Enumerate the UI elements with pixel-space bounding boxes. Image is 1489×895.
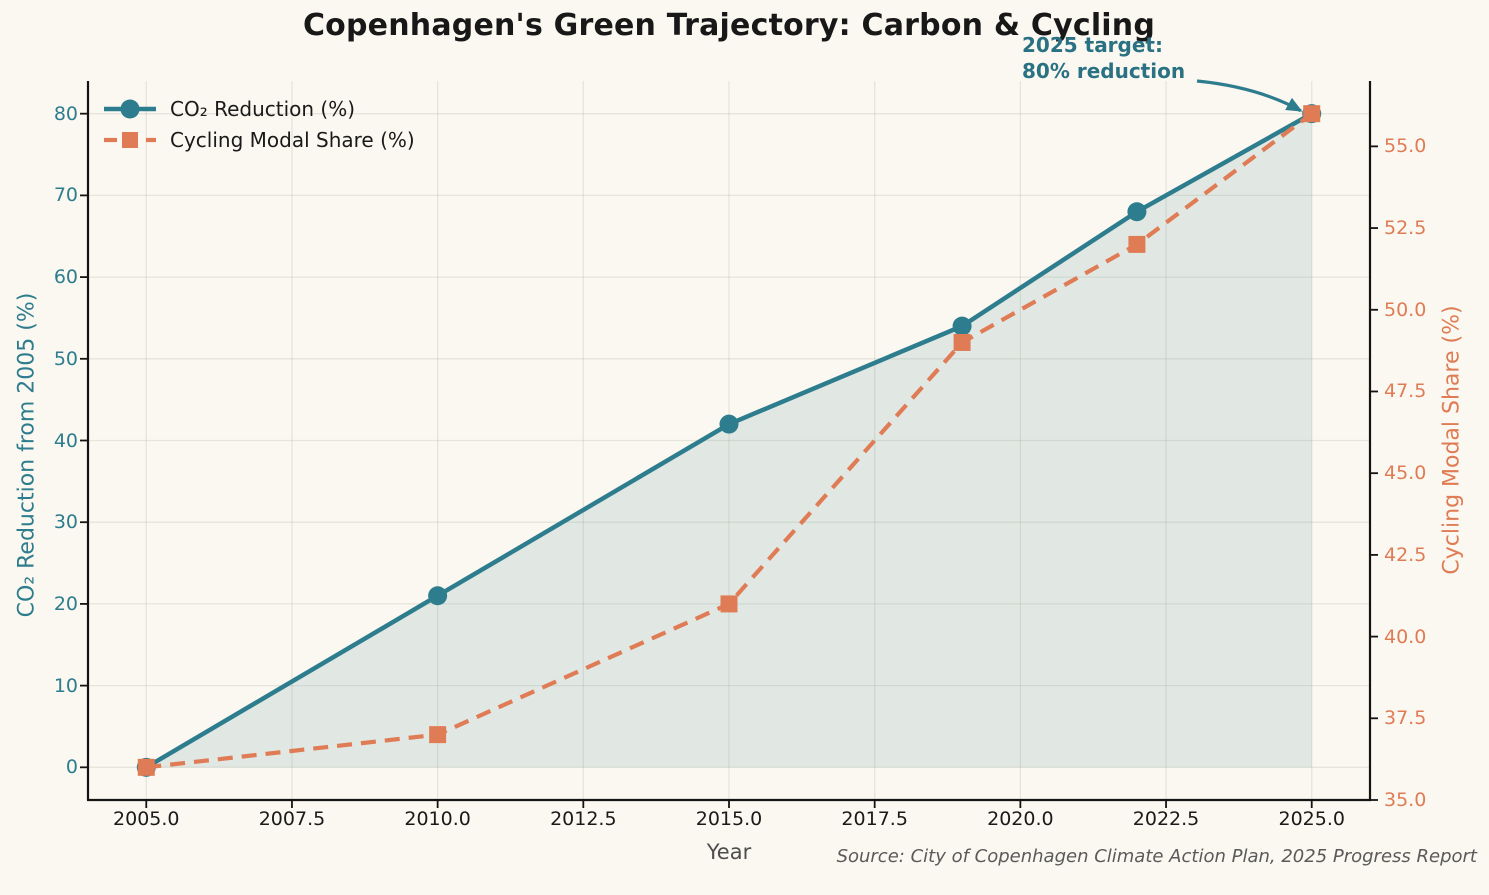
- legend-co2-label: CO₂ Reduction (%): [170, 96, 356, 121]
- x-tick-label: 2020.0: [987, 808, 1054, 830]
- chart-title: Copenhagen's Green Trajectory: Carbon & …: [302, 8, 1156, 43]
- legend-item-cycling: Cycling Modal Share (%): [103, 124, 415, 155]
- x-axis-label: Year: [706, 840, 752, 864]
- y-right-tick-label: 37.5: [1384, 707, 1427, 730]
- x-tick-label: 2022.5: [1132, 808, 1200, 830]
- x-tick-label: 2010.0: [404, 808, 471, 830]
- co2-point-marker: [428, 586, 448, 606]
- y-right-tick-label: 42.5: [1384, 543, 1427, 566]
- cycling-line: [146, 112, 1313, 770]
- cycling-point-marker: [720, 595, 738, 613]
- legend: CO₂ Reduction (%) Cycling Modal Share (%…: [103, 93, 415, 155]
- cycling-point-marker: [1128, 235, 1146, 253]
- y-right-tick-label: 52.5: [1384, 217, 1427, 240]
- y-right-tick-label: 50.0: [1384, 298, 1427, 321]
- y-left-tick-label: 10: [53, 674, 78, 697]
- annotation-line-2: 80% reduction: [1022, 59, 1186, 83]
- x-tick-label: 2015.0: [695, 808, 763, 830]
- y-left-tick-label: 60: [53, 266, 78, 289]
- y-left-tick-label: 80: [53, 102, 78, 125]
- co2-point-marker: [719, 414, 739, 434]
- y-axis-label-left: CO₂ Reduction from 2005 (%): [14, 292, 40, 618]
- x-tick-label: 2005.0: [113, 808, 180, 830]
- cycling-point-marker: [1303, 105, 1321, 123]
- x-tick-label: 2017.5: [841, 808, 908, 830]
- cycling-point-marker: [137, 758, 155, 776]
- y-left-tick-label: 30: [53, 511, 78, 534]
- x-tick-label: 2012.5: [550, 808, 617, 830]
- y-axis-label-right: Cycling Modal Share (%): [1439, 305, 1465, 575]
- y-right-tick-label: 35.0: [1384, 789, 1427, 811]
- co2-point-marker: [1127, 202, 1147, 222]
- co2-point-marker: [952, 316, 972, 336]
- y-right-tick-label: 47.5: [1384, 380, 1427, 403]
- legend-co2-line-marker-icon: [104, 99, 156, 118]
- x-tick-label: 2007.5: [258, 808, 326, 830]
- cycling-point-marker: [429, 726, 447, 744]
- legend-item-co2: CO₂ Reduction (%): [103, 93, 415, 124]
- source-citation: Source: City of Copenhagen Climate Actio…: [836, 846, 1477, 867]
- annotation-line-1: 2025 target:: [1022, 33, 1163, 57]
- y-left-tick-label: 50: [53, 347, 78, 370]
- legend-cycling-line-marker-icon: [104, 131, 156, 148]
- y-right-tick-label: 40.0: [1384, 625, 1427, 648]
- y-right-tick-label: 55.0: [1384, 135, 1427, 158]
- annotation-arrow: [1196, 79, 1303, 113]
- x-tick-label: 2025.0: [1278, 808, 1345, 830]
- y-left-tick-label: 70: [53, 184, 78, 207]
- y-right-tick-label: 45.0: [1384, 462, 1427, 485]
- y-left-tick-label: 20: [53, 592, 78, 615]
- legend-cycling-label: Cycling Modal Share (%): [170, 127, 415, 152]
- cycling-point-marker: [953, 333, 971, 351]
- target-annotation: 2025 target: 80% reduction: [1022, 32, 1185, 84]
- co2-line: [145, 111, 1313, 770]
- y-left-tick-label: 40: [53, 429, 78, 452]
- y-left-tick-label: 0: [65, 756, 78, 779]
